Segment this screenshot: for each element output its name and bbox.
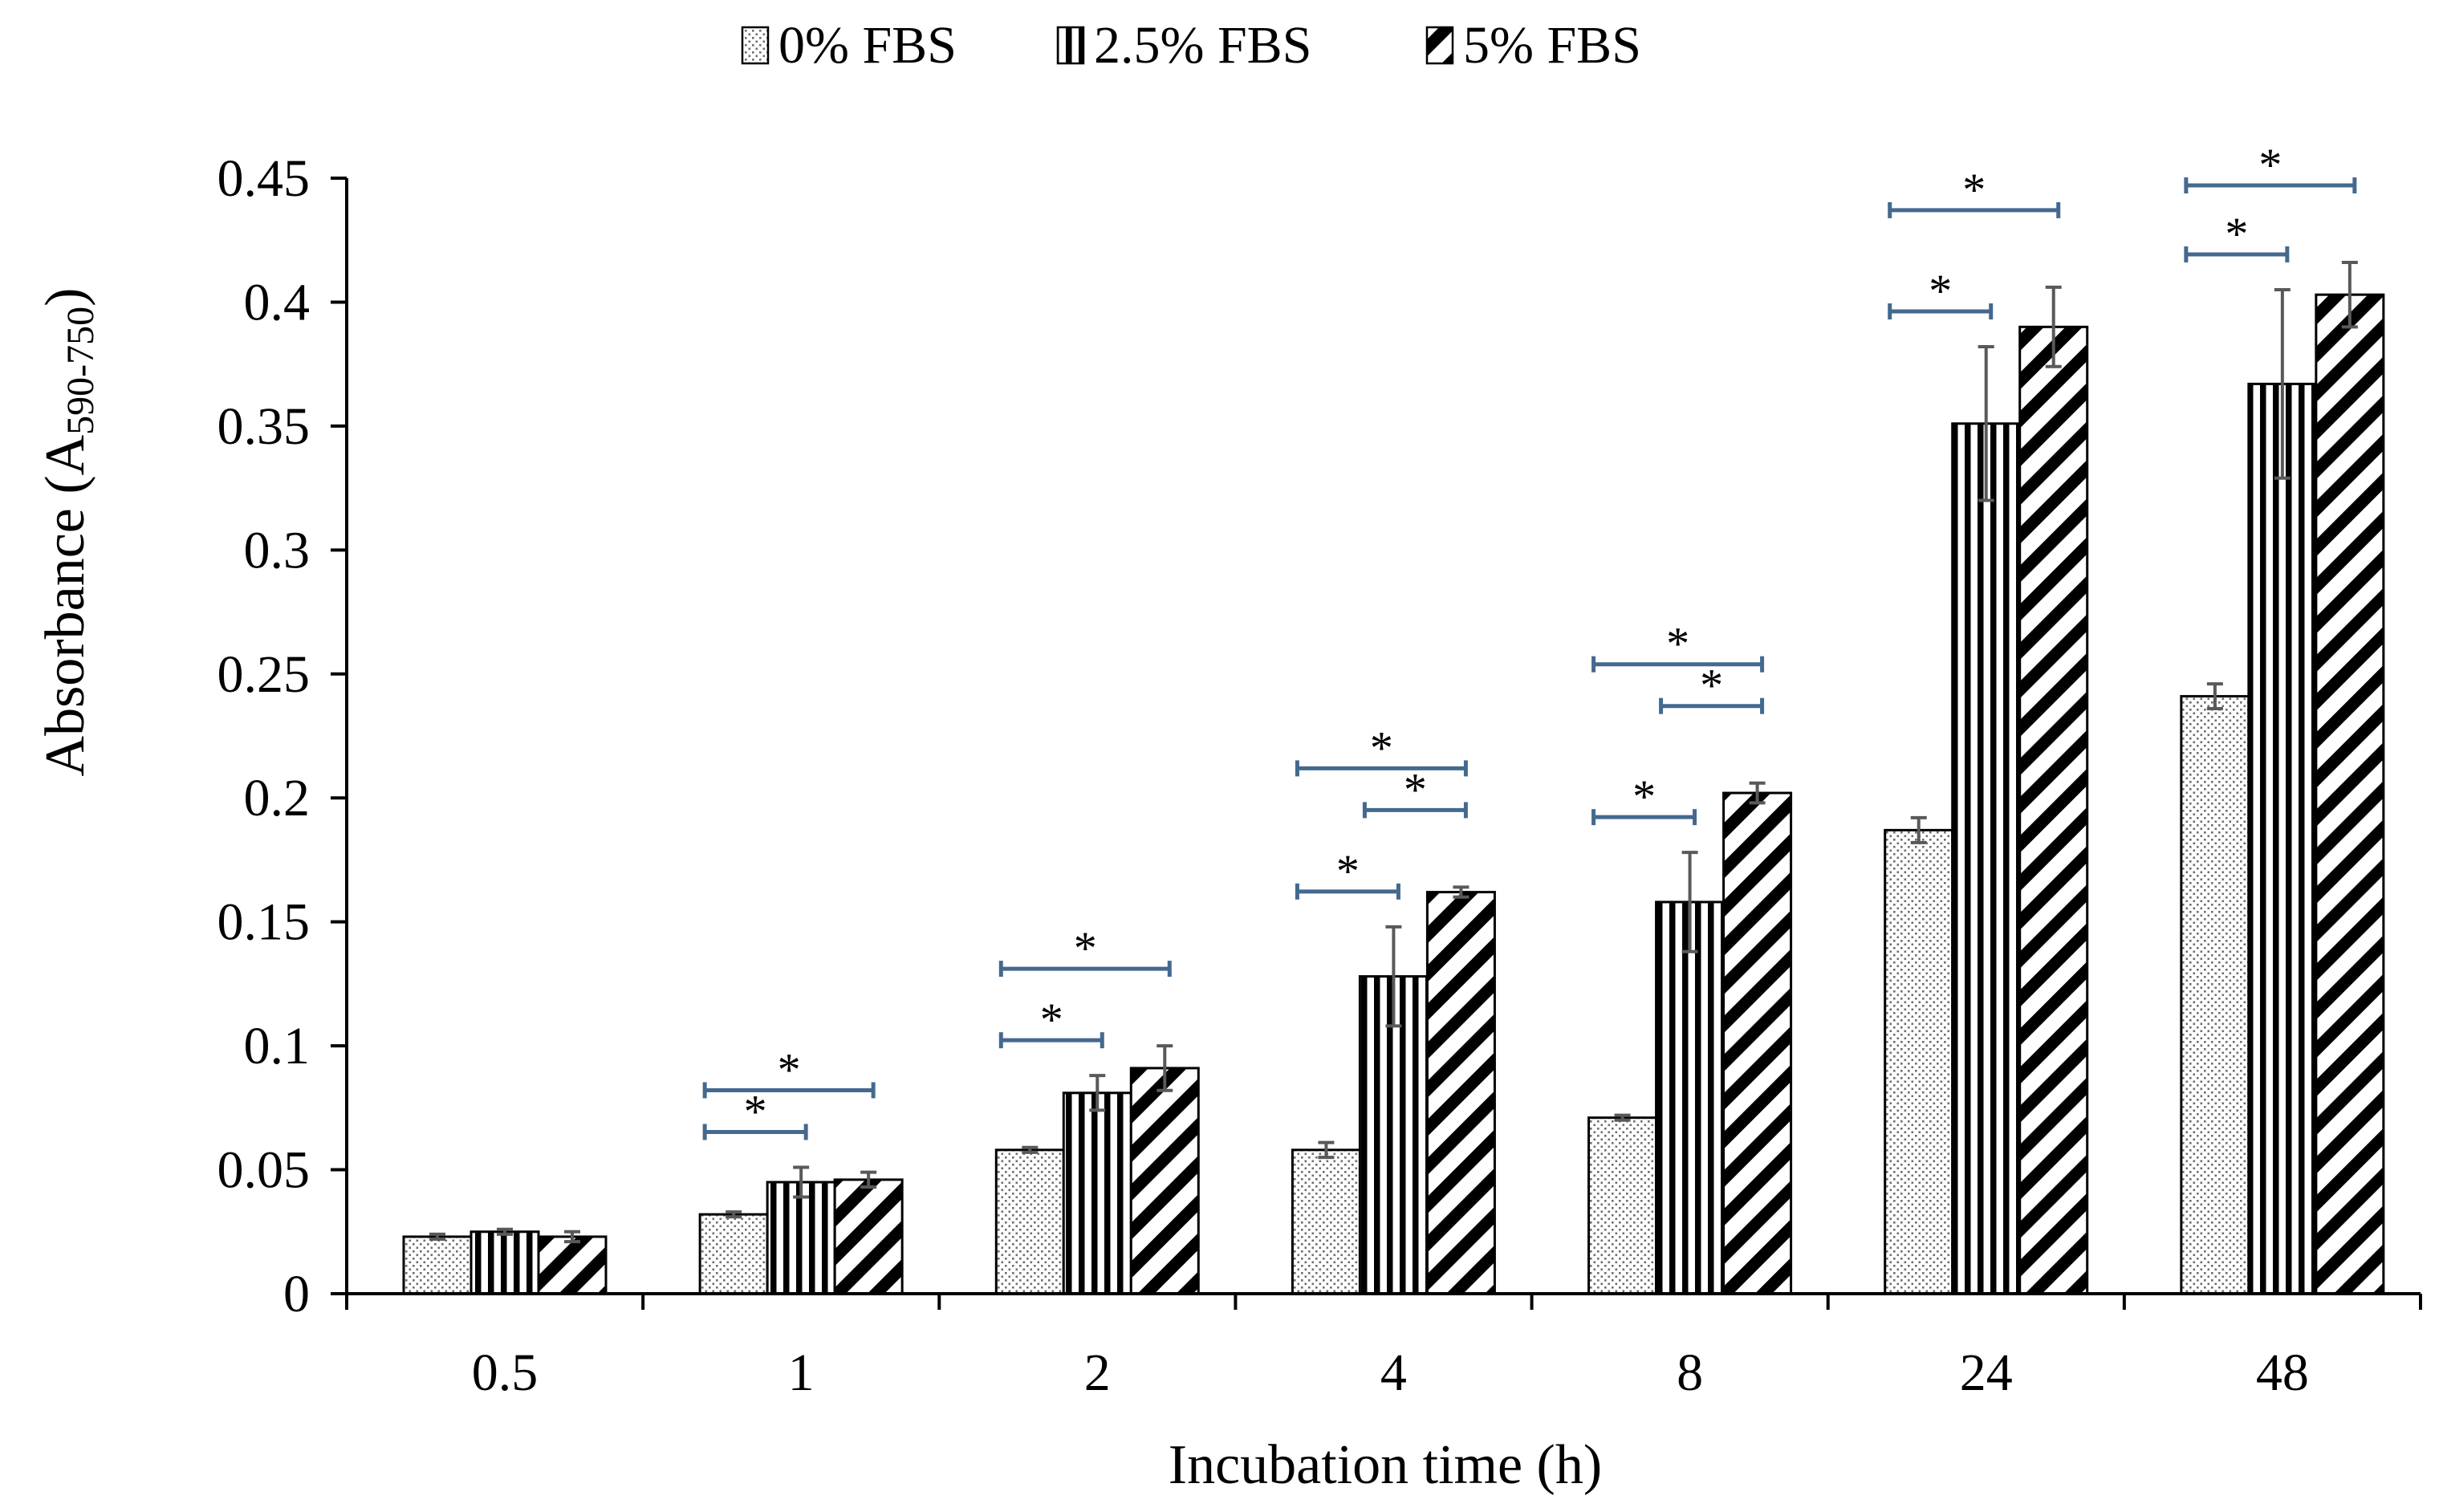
significance-star: * (1404, 763, 1427, 815)
legend-label-2-5pct-fbs: 2.5% FBS (1094, 16, 1311, 75)
bar (2018, 325, 2089, 1295)
significance-star: * (1074, 922, 1097, 974)
y-axis-title-subscript: 590-750 (59, 307, 102, 435)
bar (537, 1235, 608, 1295)
bar (402, 1235, 473, 1295)
significance-star: * (2258, 139, 2282, 191)
significance-star: * (1666, 618, 1689, 670)
significance-star: * (1632, 770, 1656, 823)
bar (1587, 1116, 1658, 1295)
significance-star: * (1700, 660, 1723, 712)
y-tick-label: 0.1 (244, 1017, 311, 1075)
y-tick-label: 0.45 (217, 149, 311, 208)
y-tick-label: 0.25 (217, 645, 311, 704)
legend-swatch-2-5pct-fbs (1056, 26, 1085, 65)
x-tick-label: 24 (1960, 1343, 2013, 1402)
legend: 0% FBS 2.5% FBS 5% FBS (741, 16, 1641, 75)
y-axis-title-close: ) (35, 288, 96, 307)
plot-area: 00.050.10.150.20.250.30.350.40.45*******… (217, 139, 2422, 1402)
x-tick-label: 48 (2256, 1343, 2309, 1402)
x-tick-label: 4 (1380, 1343, 1407, 1402)
x-tick-label: 8 (1677, 1343, 1703, 1402)
legend-label-5pct-fbs: 5% FBS (1463, 16, 1641, 75)
bar (766, 1181, 836, 1295)
significance-star: * (2225, 208, 2248, 260)
legend-swatch-5pct-fbs (1425, 26, 1454, 65)
bar (1722, 791, 1793, 1295)
legend-label-0pct-fbs: 0% FBS (778, 16, 957, 75)
bar (1425, 891, 1496, 1295)
significance-star: * (1040, 994, 1063, 1046)
x-tick-label: 2 (1084, 1343, 1111, 1402)
legend-entry-0pct-fbs: 0% FBS (741, 16, 957, 75)
legend-entry-5pct-fbs: 5% FBS (1425, 16, 1641, 75)
bar (469, 1230, 540, 1295)
y-tick-label: 0.2 (244, 769, 311, 827)
bar (1062, 1091, 1132, 1295)
bar (698, 1213, 769, 1295)
bar (1884, 828, 1954, 1295)
bar (1655, 900, 1726, 1295)
y-axis-title: Absorbance (A590-750) (35, 288, 102, 777)
bar (2315, 293, 2385, 1295)
y-tick-label: 0.15 (217, 893, 311, 952)
bar (2247, 382, 2318, 1295)
y-tick-label: 0.05 (217, 1141, 311, 1200)
x-axis-title: Incubation time (h) (1169, 1434, 1602, 1496)
significance-star: * (1929, 265, 1952, 317)
bar (1951, 422, 2022, 1295)
x-tick-label: 0.5 (472, 1343, 539, 1402)
bar (833, 1178, 904, 1295)
significance-star: * (744, 1085, 767, 1137)
y-tick-label: 0.3 (244, 521, 311, 579)
significance-star: * (1336, 845, 1360, 897)
x-tick-label: 1 (788, 1343, 815, 1402)
bar (1358, 975, 1429, 1295)
legend-swatch-0pct-fbs (741, 26, 770, 65)
y-tick-label: 0.4 (244, 273, 311, 331)
y-tick-label: 0 (283, 1265, 310, 1323)
y-axis-title-main: Absorbance (A (35, 434, 96, 776)
y-tick-label: 0.35 (217, 397, 311, 456)
bar (1129, 1067, 1200, 1295)
bar (994, 1148, 1065, 1295)
legend-entry-2-5pct-fbs: 2.5% FBS (1056, 16, 1311, 75)
significance-star: * (778, 1043, 801, 1095)
bar (2180, 695, 2250, 1295)
significance-star: * (1962, 164, 1986, 216)
significance-star: * (1370, 721, 1393, 774)
bar (1291, 1148, 1361, 1295)
